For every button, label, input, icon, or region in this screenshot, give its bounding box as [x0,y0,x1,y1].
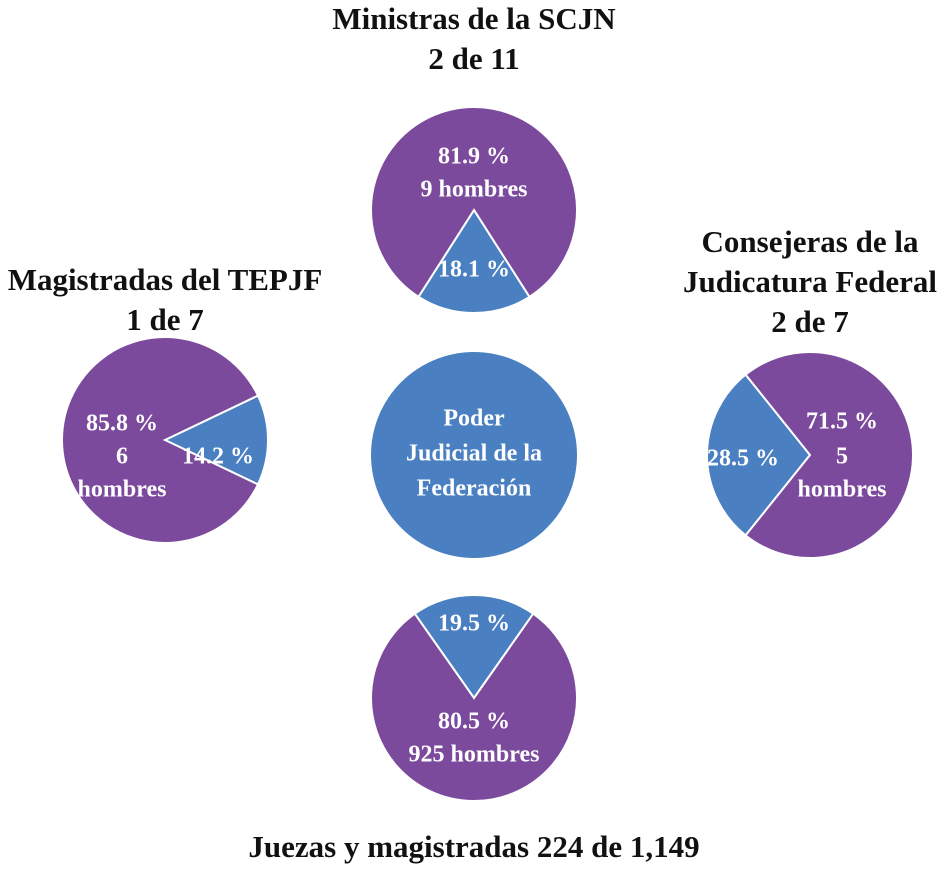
center-label: Federación [417,476,532,502]
count-label: 925 hombres [409,742,540,768]
pie-title: Magistradas del TEPJF [8,262,323,297]
value-label: 80.5 % [438,709,510,735]
value-label: 71.5 % [806,409,878,435]
pie-title: 2 de 11 [428,41,519,76]
value-label: 14.2 % [182,444,254,470]
pie-slice [706,373,812,537]
center-circle [371,352,577,558]
pie-title: Consejeras de la [702,224,919,259]
value-label: 85.8 % [86,411,158,437]
value-label: 19.5 % [438,611,510,637]
count-label: hombres [78,477,167,503]
pie-title: 2 de 7 [771,304,849,339]
pie-title: Judicatura Federal [683,264,937,299]
center-label: Judicial de la [406,441,542,467]
pie-slice [744,351,914,559]
count-label: 9 hombres [421,177,528,203]
value-label: 28.5 % [707,446,779,472]
pie-slice [370,106,578,299]
pie-slice [370,612,578,802]
pie-slice [417,208,531,314]
count-label: 5 [836,444,848,470]
count-label: 6 [116,444,128,470]
pie-title: Juezas y magistradas 224 de 1,149 [248,829,699,864]
pie-slice [61,336,260,544]
pie-slice [413,594,535,700]
pie-title: Ministras de la SCJN [332,1,615,36]
count-label: hombres [798,477,887,503]
center-label: Poder [443,406,505,432]
value-label: 18.1 % [438,257,510,283]
value-label: 81.9 % [438,144,510,170]
pie-slice [162,394,269,486]
pie-title: 1 de 7 [126,302,204,337]
